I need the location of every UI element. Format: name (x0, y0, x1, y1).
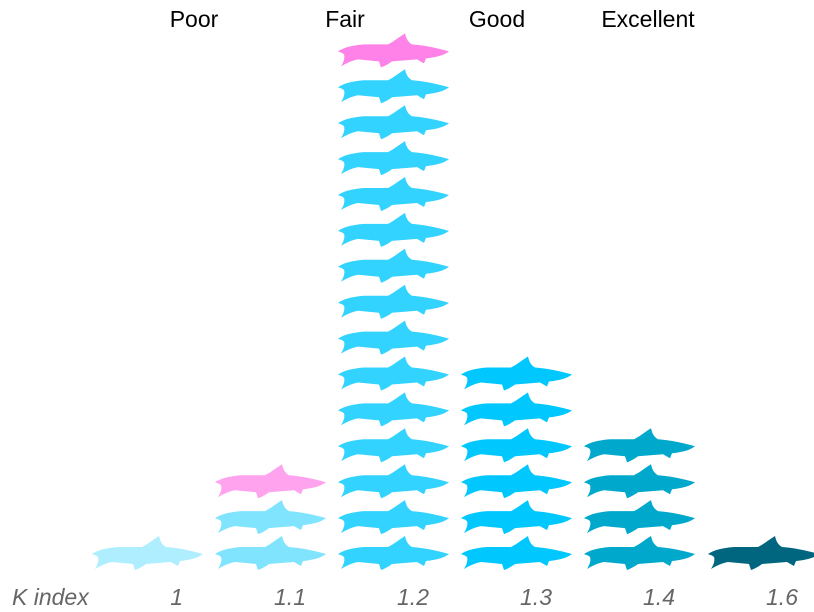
category-label-good: Good (469, 6, 525, 32)
fish-icon (215, 536, 326, 570)
fish-icon (338, 392, 449, 427)
fish-icon (215, 500, 326, 535)
fish-icon (92, 536, 203, 570)
category-label-fair: Fair (325, 6, 365, 32)
fish-icon (338, 464, 449, 499)
category-label-poor: Poor (170, 6, 219, 32)
x-tick-label: 1.6 (766, 584, 798, 610)
fish-icon (338, 284, 449, 319)
x-tick-label: 1.4 (643, 584, 675, 610)
x-tick-label: 1.1 (274, 584, 306, 610)
fish-icon (338, 320, 449, 355)
fish-icon (584, 500, 695, 535)
fish-icon (338, 212, 449, 247)
fish-icon-highlighted (215, 464, 326, 499)
fish-icon (338, 69, 449, 104)
fish-icon (461, 356, 572, 391)
fish-icon (461, 428, 572, 463)
fish-icon (584, 464, 695, 499)
fish-icon (338, 177, 449, 211)
x-tick-label: 1.3 (520, 584, 552, 610)
fish-icon (708, 536, 814, 570)
fish-icon (338, 141, 449, 176)
fish-icon (461, 500, 572, 535)
fish-icon (584, 536, 695, 570)
fish-icon (338, 248, 449, 283)
fish-icon (338, 536, 449, 570)
x-tick-labels: 1 1.1 1.2 1.3 1.4 1.6 (170, 584, 798, 610)
fish-marks (92, 33, 814, 570)
fish-icon (338, 500, 449, 535)
fish-icon-highlighted (338, 33, 449, 68)
fish-icon (584, 428, 695, 463)
fish-icon (461, 392, 572, 427)
x-tick-label: 1 (170, 584, 183, 610)
fish-icon (338, 105, 449, 140)
x-tick-label: 1.2 (397, 584, 429, 610)
x-axis-label: K index (12, 584, 90, 610)
fish-icon (338, 356, 449, 391)
fish-icon (338, 428, 449, 463)
fish-icon (461, 536, 572, 570)
fish-icon (461, 464, 572, 499)
category-label-excellent: Excellent (601, 6, 695, 32)
